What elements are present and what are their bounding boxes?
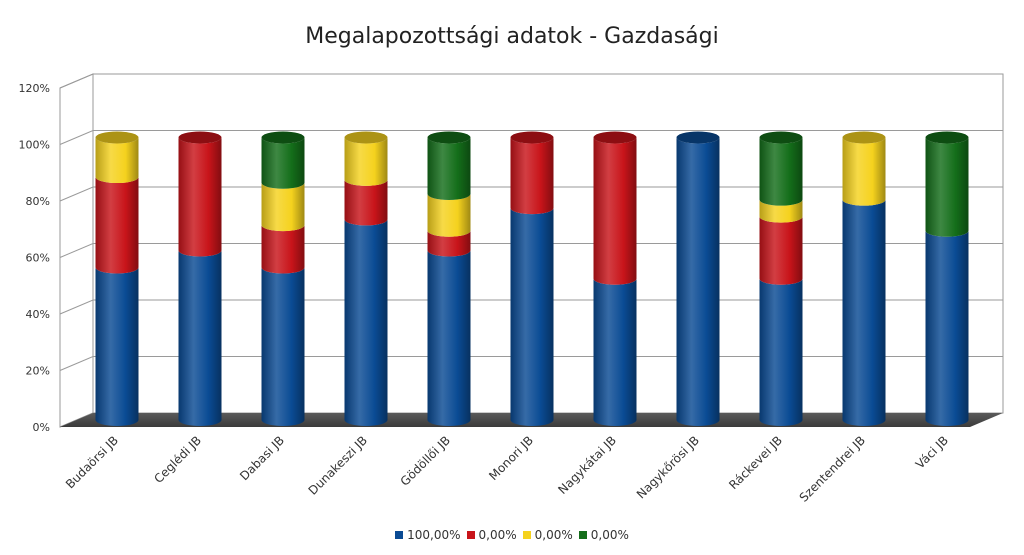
bar-stack (593, 131, 637, 426)
y-tick-label: 100% (19, 139, 50, 152)
legend-entry: 100,00% (395, 528, 461, 542)
y-tick-label: 0% (33, 421, 50, 434)
bar-segment (759, 216, 803, 285)
legend-label: 0,00% (534, 528, 573, 542)
bar-cap (593, 131, 637, 144)
bar-stack (759, 131, 803, 426)
bar-cap (925, 131, 969, 144)
x-tick-label: Ráckevei JB (726, 433, 785, 492)
bar-segment (510, 137, 554, 215)
bar-stack (261, 131, 305, 426)
bar-stack (344, 131, 388, 426)
bar-segment (95, 177, 139, 274)
x-tick-label: Váci JB (913, 433, 951, 471)
x-tick-label: Ceglédi JB (151, 433, 204, 486)
bar-segment (261, 225, 305, 274)
bar-stack (427, 131, 471, 426)
bar-segment (95, 267, 139, 426)
legend-entry: 0,00% (578, 528, 629, 542)
bar-segment (95, 137, 139, 184)
bar-segment (427, 137, 471, 201)
x-tick-label: Dunakeszi JB (306, 433, 370, 497)
legend-entry: 0,00% (466, 528, 517, 542)
legend-label: 0,00% (478, 528, 517, 542)
x-tick-label: Monori JB (486, 433, 536, 483)
x-axis-labels: Budaörsi JB Ceglédi JB Dabasi JB Dunakeszi … (63, 433, 951, 505)
bar-segment (593, 137, 637, 285)
y-tick-label: 20% (26, 365, 50, 378)
y-tick-label: 120% (19, 82, 50, 95)
bar-cap (759, 131, 803, 144)
x-tick-label: Nagykőrösi JB (634, 433, 702, 501)
bar-segment (344, 179, 388, 226)
bar-stack (842, 131, 886, 426)
x-tick-label: Dabasi JB (237, 433, 287, 483)
bar-cap (344, 131, 388, 144)
bar-segment (593, 278, 637, 426)
bar-segment (759, 199, 803, 223)
x-tick-label: Budaörsi JB (63, 433, 121, 491)
bar-segment (344, 219, 388, 426)
bars (95, 131, 969, 426)
bar-segment (510, 208, 554, 426)
legend-swatch (395, 531, 404, 539)
bar-segment (427, 230, 471, 257)
legend-label: 0,00% (590, 528, 629, 542)
bar-cap (842, 131, 886, 144)
bar-stack (95, 131, 139, 426)
bar-stack (676, 131, 720, 426)
bar-segment (344, 137, 388, 186)
bar-segment (427, 194, 471, 237)
legend: 100,00% 0,00% 0,00% 0,00% (0, 528, 1024, 542)
gridline (59, 73, 1003, 89)
bar-cap (510, 131, 554, 144)
bar-segment (842, 137, 886, 206)
bar-stack (178, 131, 222, 426)
chart-title: Megalapozottsági adatok - Gazdasági (305, 24, 719, 49)
bar-cap (95, 131, 139, 144)
bar-cap (178, 131, 222, 144)
bar-segment (925, 137, 969, 237)
y-tick-label: 40% (26, 308, 50, 321)
bar-segment (178, 137, 222, 257)
x-tick-label: Gödöllői JB (398, 433, 454, 489)
legend-swatch (522, 531, 531, 539)
legend-entry: 0,00% (522, 528, 573, 542)
bar-segment (842, 199, 886, 426)
legend-label: 100,00% (407, 528, 461, 542)
bar-segment (261, 267, 305, 426)
bar-segment (759, 278, 803, 426)
bar-cap (676, 131, 720, 144)
bar-segment (261, 182, 305, 232)
y-tick-label: 80% (26, 195, 50, 208)
x-tick-label: Nagykátai JB (555, 433, 619, 497)
legend-swatch (578, 531, 587, 539)
y-tick-label: 60% (26, 252, 50, 265)
bar-segment (676, 137, 720, 426)
bar-segment (427, 250, 471, 426)
legend-swatch (466, 531, 475, 539)
bar-segment (178, 250, 222, 426)
y-axis-ticks: 0% 20% 40% 60% 80% 100% 120% (19, 82, 50, 434)
x-tick-label: Szentendrei JB (797, 433, 869, 505)
bar-stack (925, 131, 969, 426)
bar-segment (261, 137, 305, 189)
bar-cap (427, 131, 471, 144)
gridline (59, 130, 1003, 145)
bar-segment (925, 230, 969, 426)
bar-cap (261, 131, 305, 144)
bar-segment (759, 137, 803, 206)
bar-stack (510, 131, 554, 426)
